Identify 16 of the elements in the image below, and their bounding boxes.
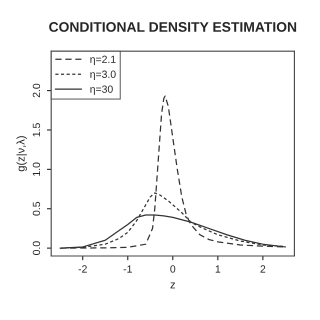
x-tick-label: -2	[78, 265, 87, 273]
y-tick-label: 0.0	[32, 241, 40, 255]
chart-title: CONDITIONAL DENSITY ESTIMATION	[49, 22, 296, 32]
x-tick-label: 1	[216, 265, 220, 273]
legend-label: η=30	[90, 85, 113, 95]
y-tick-label: 2.0	[32, 84, 40, 98]
x-tick-label: 0	[170, 265, 176, 273]
y-tick-label: 0.5	[32, 202, 40, 216]
legend-label: η=3.0	[90, 70, 116, 80]
y-axis-title: g(z|ν,λ)	[16, 136, 27, 172]
x-tick-label: -1	[124, 265, 132, 273]
legend-label: η=2.1	[90, 56, 116, 66]
x-tick-label: 2	[260, 265, 266, 273]
x-axis-title: z	[170, 282, 176, 288]
y-tick-label: 1.0	[32, 162, 40, 176]
y-tick-label: 1.5	[32, 123, 40, 136]
